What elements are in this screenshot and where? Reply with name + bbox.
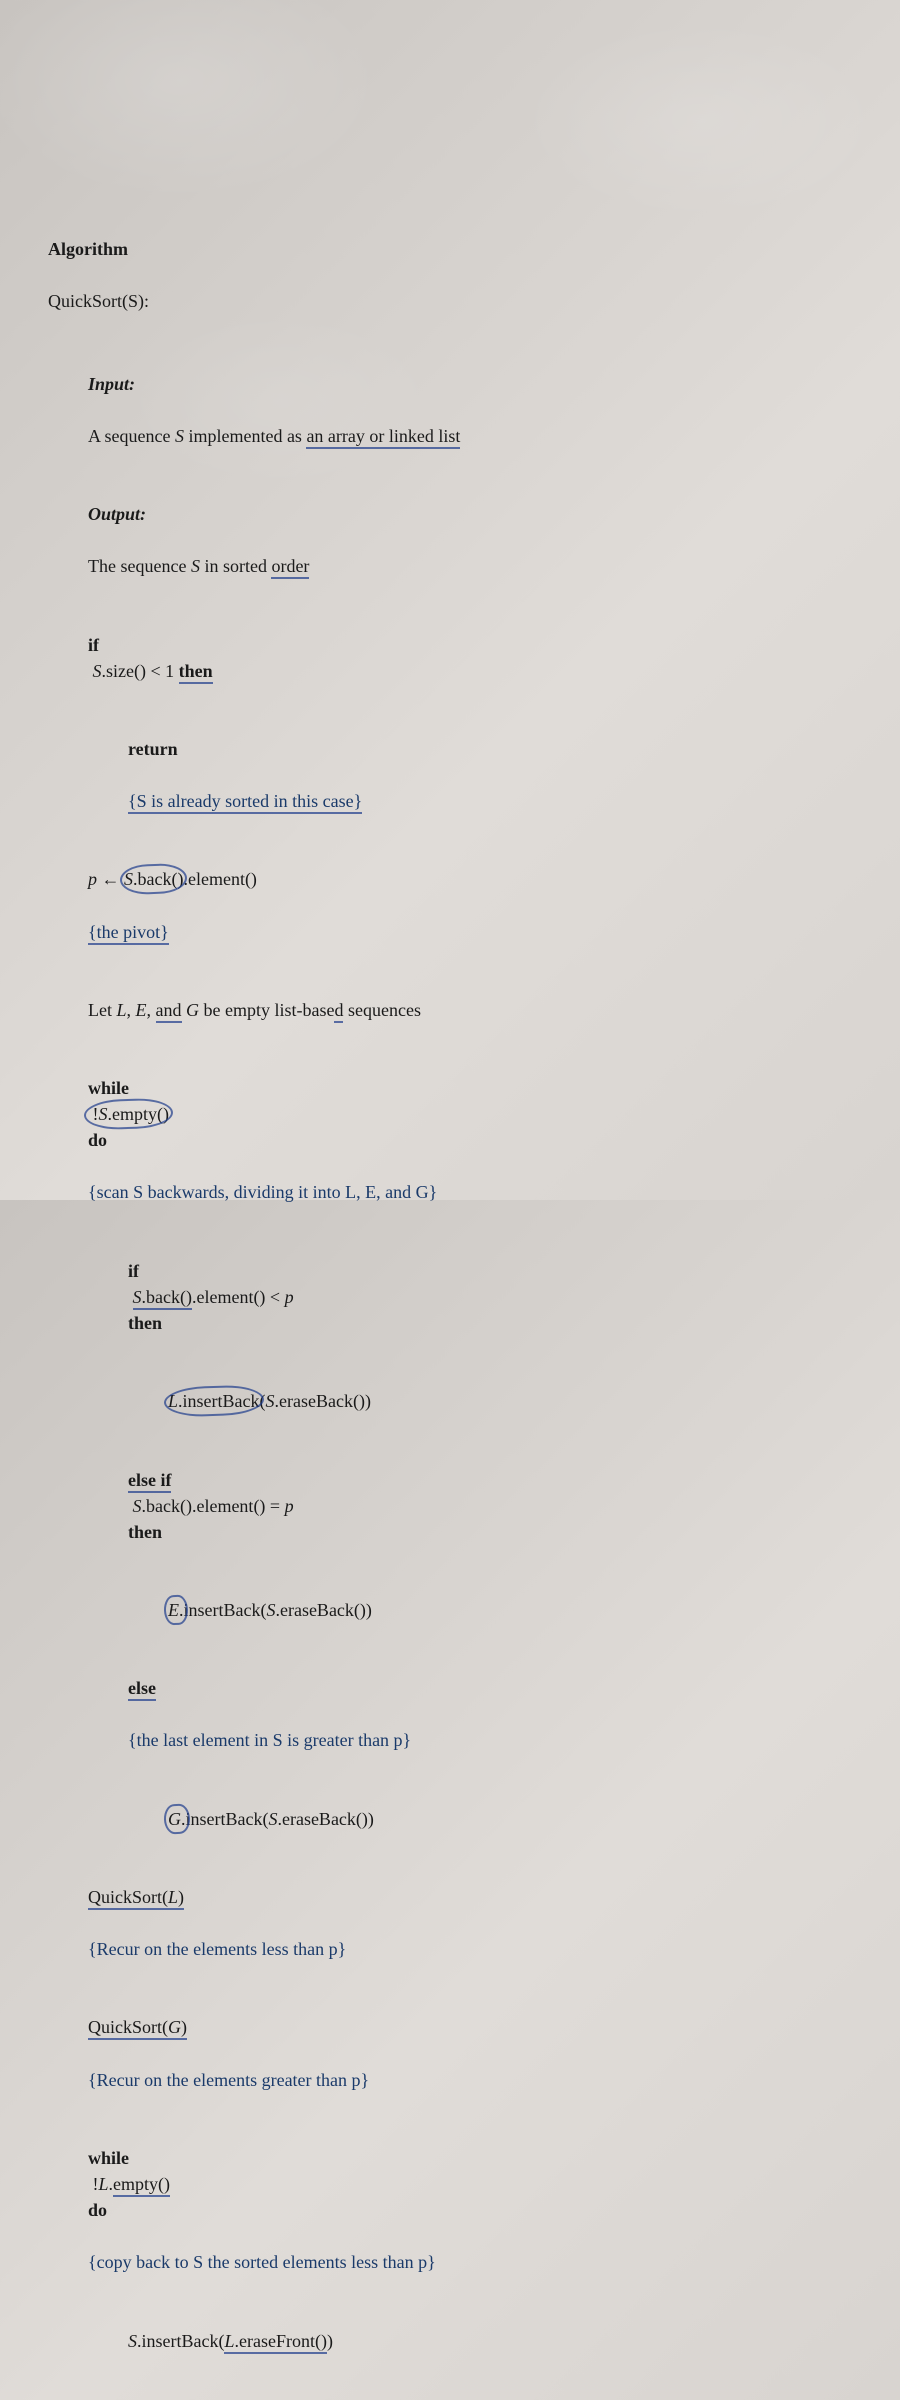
- output-line: Output: The sequence S in sorted order: [30, 475, 870, 605]
- line-12: QuickSort(L) {Recur on the elements less…: [30, 1858, 870, 1988]
- algorithm-title: Algorithm QuickSort(S):: [30, 210, 870, 340]
- output-label: Output:: [88, 504, 146, 524]
- line-10: else {the last element in S is greater t…: [30, 1649, 870, 1779]
- line-13: QuickSort(G) {Recur on the elements grea…: [30, 1988, 870, 2118]
- line-4: Let L, E, and G be empty list-based sequ…: [30, 971, 870, 1049]
- line-11: G.insertBack(S.eraseBack()): [30, 1780, 870, 1858]
- line-7: L.insertBack(S.eraseBack()): [30, 1362, 870, 1440]
- line-3: p ← S.back().element() {the pivot}: [30, 840, 870, 970]
- line-6: if S.back().element() < p then: [30, 1232, 870, 1362]
- line-16: while !E.empty() do {copy back to S the …: [30, 2380, 870, 2400]
- algorithm-block: Algorithm QuickSort(S): Input: A sequenc…: [30, 210, 870, 2400]
- line-15: S.insertBack(L.eraseFront()): [30, 2302, 870, 2380]
- algorithm-keyword: Algorithm: [48, 239, 128, 259]
- line-9: E.insertBack(S.eraseBack()): [30, 1571, 870, 1649]
- output-text: The sequence S in sorted order: [88, 556, 309, 579]
- input-label: Input:: [88, 374, 135, 394]
- input-line: Input: A sequence S implemented as an ar…: [30, 344, 870, 474]
- line-2: return {S is already sorted in this case…: [30, 710, 870, 840]
- line-5: while !S.empty() do {scan S backwards, d…: [30, 1049, 870, 1232]
- line-8: else if S.back().element() = p then: [30, 1440, 870, 1570]
- algorithm-name: QuickSort(S):: [48, 291, 149, 311]
- line-1: if S.size() < 1 then: [30, 605, 870, 709]
- line-14: while !L.empty() do {copy back to S the …: [30, 2119, 870, 2302]
- input-text: A sequence S implemented as an array or …: [88, 426, 460, 449]
